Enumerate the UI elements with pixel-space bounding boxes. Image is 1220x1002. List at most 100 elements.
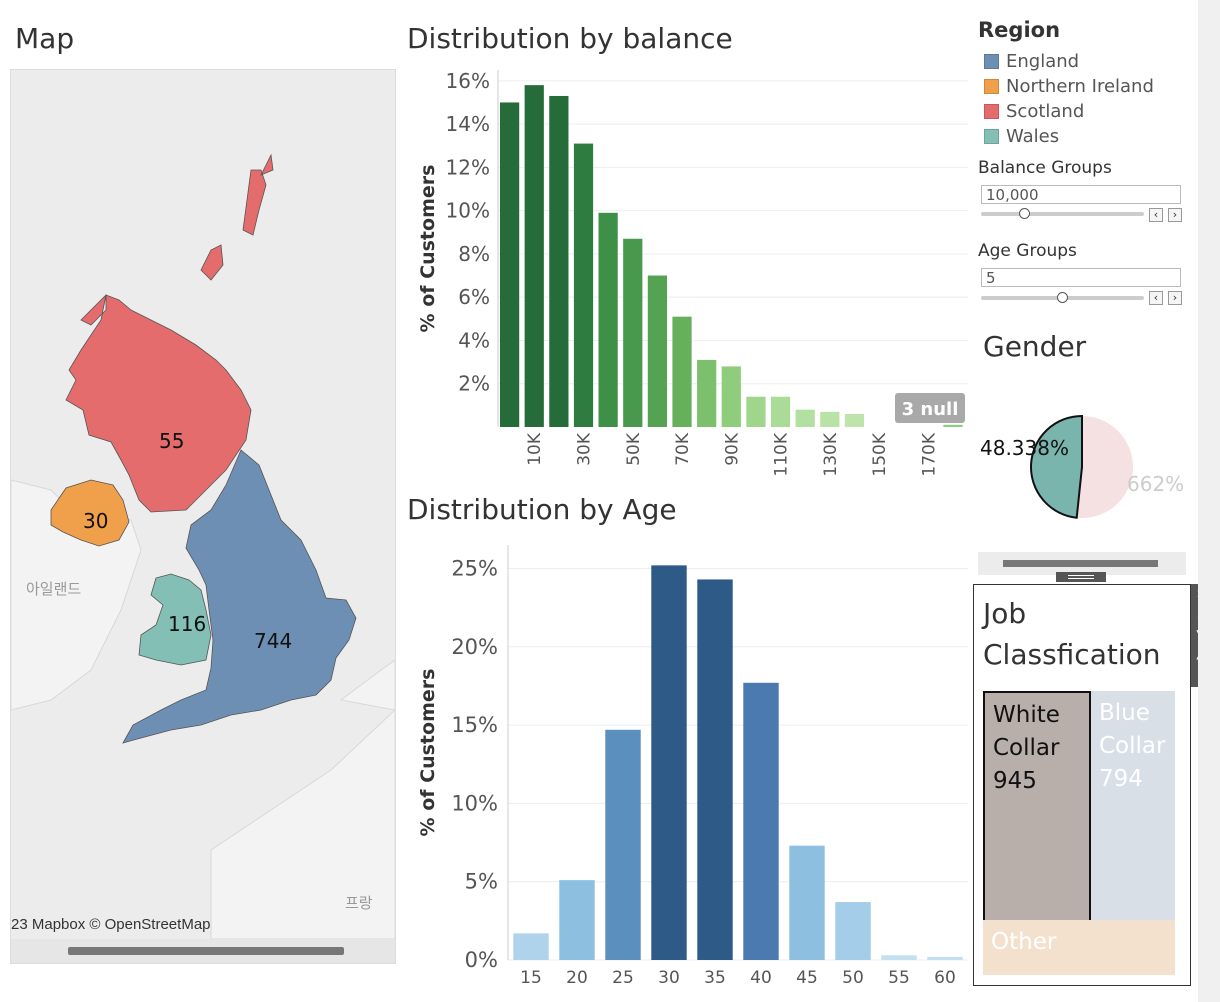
y-tick-label: 10% <box>446 199 490 223</box>
null-badge <box>895 393 965 423</box>
bar <box>605 729 641 960</box>
x-tick-label: 110K <box>772 432 792 476</box>
legend-label: Scotland <box>1006 100 1085 122</box>
x-tick-label: 40 <box>750 968 772 988</box>
legend-label: Wales <box>1006 125 1060 147</box>
bar <box>573 143 594 427</box>
legend-item-england[interactable]: England <box>984 50 1079 72</box>
bar <box>549 95 569 428</box>
map-panel[interactable]: 아일랜드 프랑 55 30 116 744 23 Mapbox © OpenSt… <box>10 69 396 964</box>
region-northern-ireland[interactable] <box>50 479 130 547</box>
treemap-other[interactable]: Other <box>983 920 1175 975</box>
scrollbar-thumb[interactable] <box>1003 560 1158 567</box>
map-label-scotland: 55 <box>159 429 184 453</box>
x-tick-label: 60 <box>934 968 956 988</box>
drag-handle-icon[interactable] <box>1056 572 1106 582</box>
bar <box>500 102 520 428</box>
balance-groups-input[interactable]: 10,000 <box>981 185 1181 204</box>
y-tick-label: 0% <box>465 948 498 972</box>
legend-item-wales[interactable]: Wales <box>984 125 1059 147</box>
null-badge-text: 3 null <box>902 399 959 420</box>
bar <box>820 411 840 427</box>
age-chart[interactable]: 0% 5% 10% 15% 20% 25% % of Customers 15 20 25 30 35… <box>400 535 970 995</box>
y-tick-label: 10% <box>451 791 498 815</box>
balance-chart[interactable]: 2% 4% 6% 8% 10% 12% 14% 16% % of Customers 10K 30K… <box>400 60 970 490</box>
map-label-northern-ireland: 30 <box>83 509 108 533</box>
treemap-white-collar[interactable]: White Collar 945 <box>983 691 1091 922</box>
bar <box>844 414 865 427</box>
x-tick-label: 20 <box>566 968 588 988</box>
other-label: Other <box>991 929 1057 955</box>
x-tick-label: 50K <box>624 432 644 466</box>
white-collar-label-1: White <box>993 702 1060 728</box>
x-tick-label: 30 <box>658 968 680 988</box>
job-title-line1: Job <box>983 597 1027 630</box>
y-tick-label: 12% <box>446 155 490 179</box>
age-groups-input[interactable]: 5 <box>981 268 1181 287</box>
legend-item-northern-ireland[interactable]: Northern Ireland <box>984 75 1154 97</box>
white-collar-label-2: Collar <box>993 735 1060 761</box>
bar <box>697 579 733 960</box>
balance-groups-slider[interactable] <box>981 212 1144 216</box>
y-tick-label: 8% <box>458 242 490 266</box>
age-groups-increment-button[interactable]: › <box>1168 291 1182 305</box>
y-tick-label: 14% <box>446 112 490 136</box>
y-tick-label: 5% <box>465 870 498 894</box>
job-title-line2: Classfication <box>983 638 1161 671</box>
uk-map[interactable]: 아일랜드 프랑 55 30 116 744 <box>11 70 395 939</box>
legend-label: Northern Ireland <box>1006 75 1154 97</box>
age-chart-title: Distribution by Age <box>407 493 677 526</box>
region-wales[interactable] <box>138 573 212 666</box>
gender-pie-chart[interactable]: 48.338% 662% <box>975 395 1185 545</box>
gender-title: Gender <box>983 330 1087 363</box>
balance-groups-label: Balance Groups <box>978 158 1112 178</box>
balance-groups-slider-knob[interactable] <box>1019 208 1030 219</box>
y-tick-label: 20% <box>451 635 498 659</box>
balance-groups-decrement-button[interactable]: ‹ <box>1149 208 1163 222</box>
bar <box>721 366 741 427</box>
bar <box>795 409 815 427</box>
bar <box>672 316 692 427</box>
map-attribution[interactable]: 23 Mapbox © OpenStreetMap <box>11 916 211 933</box>
y-tick-label: 25% <box>451 556 498 580</box>
y-axis-label: % of Customers <box>417 669 439 837</box>
legend-swatch <box>984 53 999 69</box>
bar <box>835 902 871 960</box>
bar <box>513 933 549 960</box>
bar <box>623 238 643 427</box>
white-collar-count: 945 <box>993 768 1037 794</box>
bar <box>746 396 766 427</box>
blue-collar-count: 794 <box>1099 766 1143 792</box>
legend-swatch <box>984 128 999 144</box>
legend-title: Region <box>978 18 1061 42</box>
job-classification-panel[interactable]: Job Classfication White Collar 945 Blue … <box>973 584 1191 986</box>
age-groups-decrement-button[interactable]: ‹ <box>1149 291 1163 305</box>
map-title: Map <box>15 22 75 55</box>
region-scotland[interactable] <box>65 153 274 513</box>
pie-label-teal: 48.338% <box>980 436 1069 460</box>
y-tick-label: 2% <box>458 372 490 396</box>
legend-swatch <box>984 78 999 94</box>
x-tick-label: 45 <box>796 968 818 988</box>
age-groups-slider-knob[interactable] <box>1056 292 1068 303</box>
x-tick-label: 50 <box>842 968 864 988</box>
legend-item-scotland[interactable]: Scotland <box>984 100 1084 122</box>
x-tick-label: 30K <box>575 432 595 466</box>
scrollbar-thumb[interactable] <box>68 947 344 955</box>
y-tick-label: 15% <box>451 713 498 737</box>
balance-groups-increment-button[interactable]: › <box>1168 208 1182 222</box>
bar <box>697 359 717 427</box>
basemap-coast <box>339 659 395 711</box>
bar <box>927 956 963 960</box>
basemap-france <box>210 709 395 939</box>
blue-collar-label-2: Collar <box>1099 733 1166 759</box>
page-vertical-scrollbar[interactable] <box>1198 0 1220 1002</box>
treemap-blue-collar[interactable]: Blue Collar 794 <box>1091 691 1175 920</box>
gender-horizontal-scrollbar[interactable] <box>978 552 1186 575</box>
blue-collar-label-1: Blue <box>1099 700 1150 726</box>
x-tick-label: 15 <box>520 968 542 988</box>
bar <box>647 275 668 427</box>
region-england[interactable] <box>122 449 357 744</box>
bar <box>943 424 963 427</box>
map-horizontal-scrollbar[interactable] <box>11 939 395 963</box>
